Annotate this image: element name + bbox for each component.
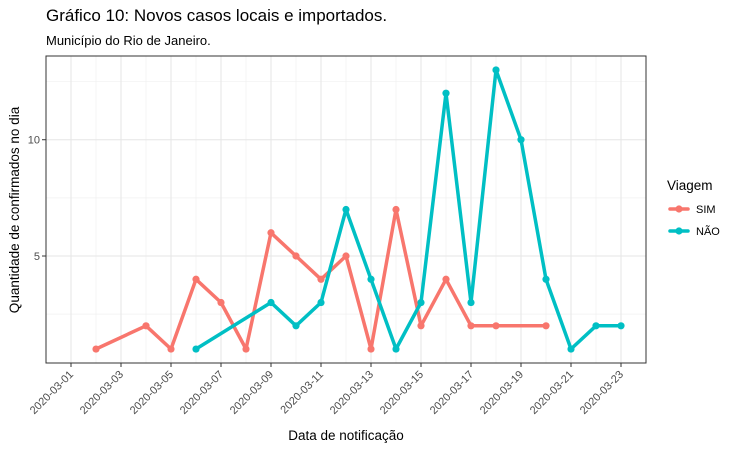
data-point-sim (167, 345, 175, 353)
x-tick-label: 2020-03-07 (178, 369, 226, 417)
data-point-sim (417, 322, 425, 330)
legend: Viagem SIM NÃO (667, 178, 720, 238)
data-point-sim (217, 298, 225, 307)
data-point-sim (392, 205, 400, 214)
series-line-n-o (194, 68, 623, 351)
data-point-n-o (392, 345, 400, 353)
series-sim (92, 205, 550, 353)
data-point-n-o (567, 345, 575, 353)
data-point-sim (442, 275, 450, 283)
legend-key-point (675, 227, 683, 235)
legend-label: SIM (696, 204, 716, 216)
series-layer (92, 66, 625, 353)
data-point-n-o (617, 322, 625, 330)
data-point-n-o (292, 322, 300, 330)
data-point-n-o (592, 322, 600, 330)
data-point-n-o (442, 89, 450, 97)
data-point-sim (367, 345, 375, 353)
data-point-n-o (192, 345, 200, 353)
data-point-sim (142, 322, 150, 330)
data-point-sim (492, 322, 500, 330)
y-axis: 5 10 (28, 135, 46, 263)
x-tick-label: 2020-03-13 (328, 369, 376, 417)
data-point-n-o (317, 298, 325, 307)
data-point-n-o (367, 275, 375, 283)
x-tick-label: 2020-03-03 (78, 369, 126, 417)
data-point-n-o (542, 275, 550, 283)
data-point-n-o (417, 298, 425, 307)
y-tick-label: 10 (28, 135, 40, 147)
x-tick-label: 2020-03-21 (528, 369, 576, 417)
data-point-sim (542, 322, 550, 330)
data-point-n-o (342, 205, 350, 214)
legend-item-sim: SIM (668, 204, 716, 216)
data-point-sim (92, 345, 100, 353)
x-axis-title: Data de notificação (288, 428, 404, 443)
plot-border (45, 55, 647, 364)
x-tick-label: 2020-03-19 (478, 369, 526, 417)
y-axis-title: Quantidade de confirmados no dia (7, 106, 22, 313)
data-point-sim (242, 345, 250, 353)
legend-key-point (675, 205, 683, 213)
data-point-sim (267, 229, 275, 237)
x-tick-label: 2020-03-23 (578, 369, 626, 417)
legend-title: Viagem (667, 178, 713, 193)
data-point-sim (342, 252, 350, 260)
x-tick-label: 2020-03-09 (228, 369, 276, 417)
data-point-n-o (467, 298, 475, 307)
legend-label: NÃO (696, 225, 720, 238)
x-tick-label: 2020-03-17 (428, 369, 476, 417)
data-point-sim (292, 252, 300, 260)
data-point-n-o (517, 136, 525, 144)
x-tick-label: 2020-03-05 (128, 369, 176, 417)
grid-lines (46, 56, 646, 363)
x-tick-label: 2020-03-11 (278, 369, 326, 417)
legend-items: SIM NÃO (668, 204, 720, 238)
data-point-sim (192, 275, 200, 283)
x-tick-label: 2020-03-15 (378, 369, 426, 417)
x-axis: 2020-03-01 2020-03-03 2020-03-05 2020-03-07… (28, 363, 626, 417)
chart-title: Gráfico 10: Novos casos locais e importa… (46, 6, 388, 25)
chart-subtitle: Município do Rio de Janeiro. (46, 33, 211, 48)
y-tick-label: 5 (34, 251, 40, 263)
data-point-sim (467, 322, 475, 330)
legend-item-n-o: NÃO (668, 225, 720, 238)
data-point-n-o (267, 298, 275, 307)
x-tick-label: 2020-03-01 (28, 369, 76, 417)
data-point-sim (317, 275, 325, 283)
series-n-o (192, 66, 625, 353)
data-point-n-o (492, 66, 500, 74)
